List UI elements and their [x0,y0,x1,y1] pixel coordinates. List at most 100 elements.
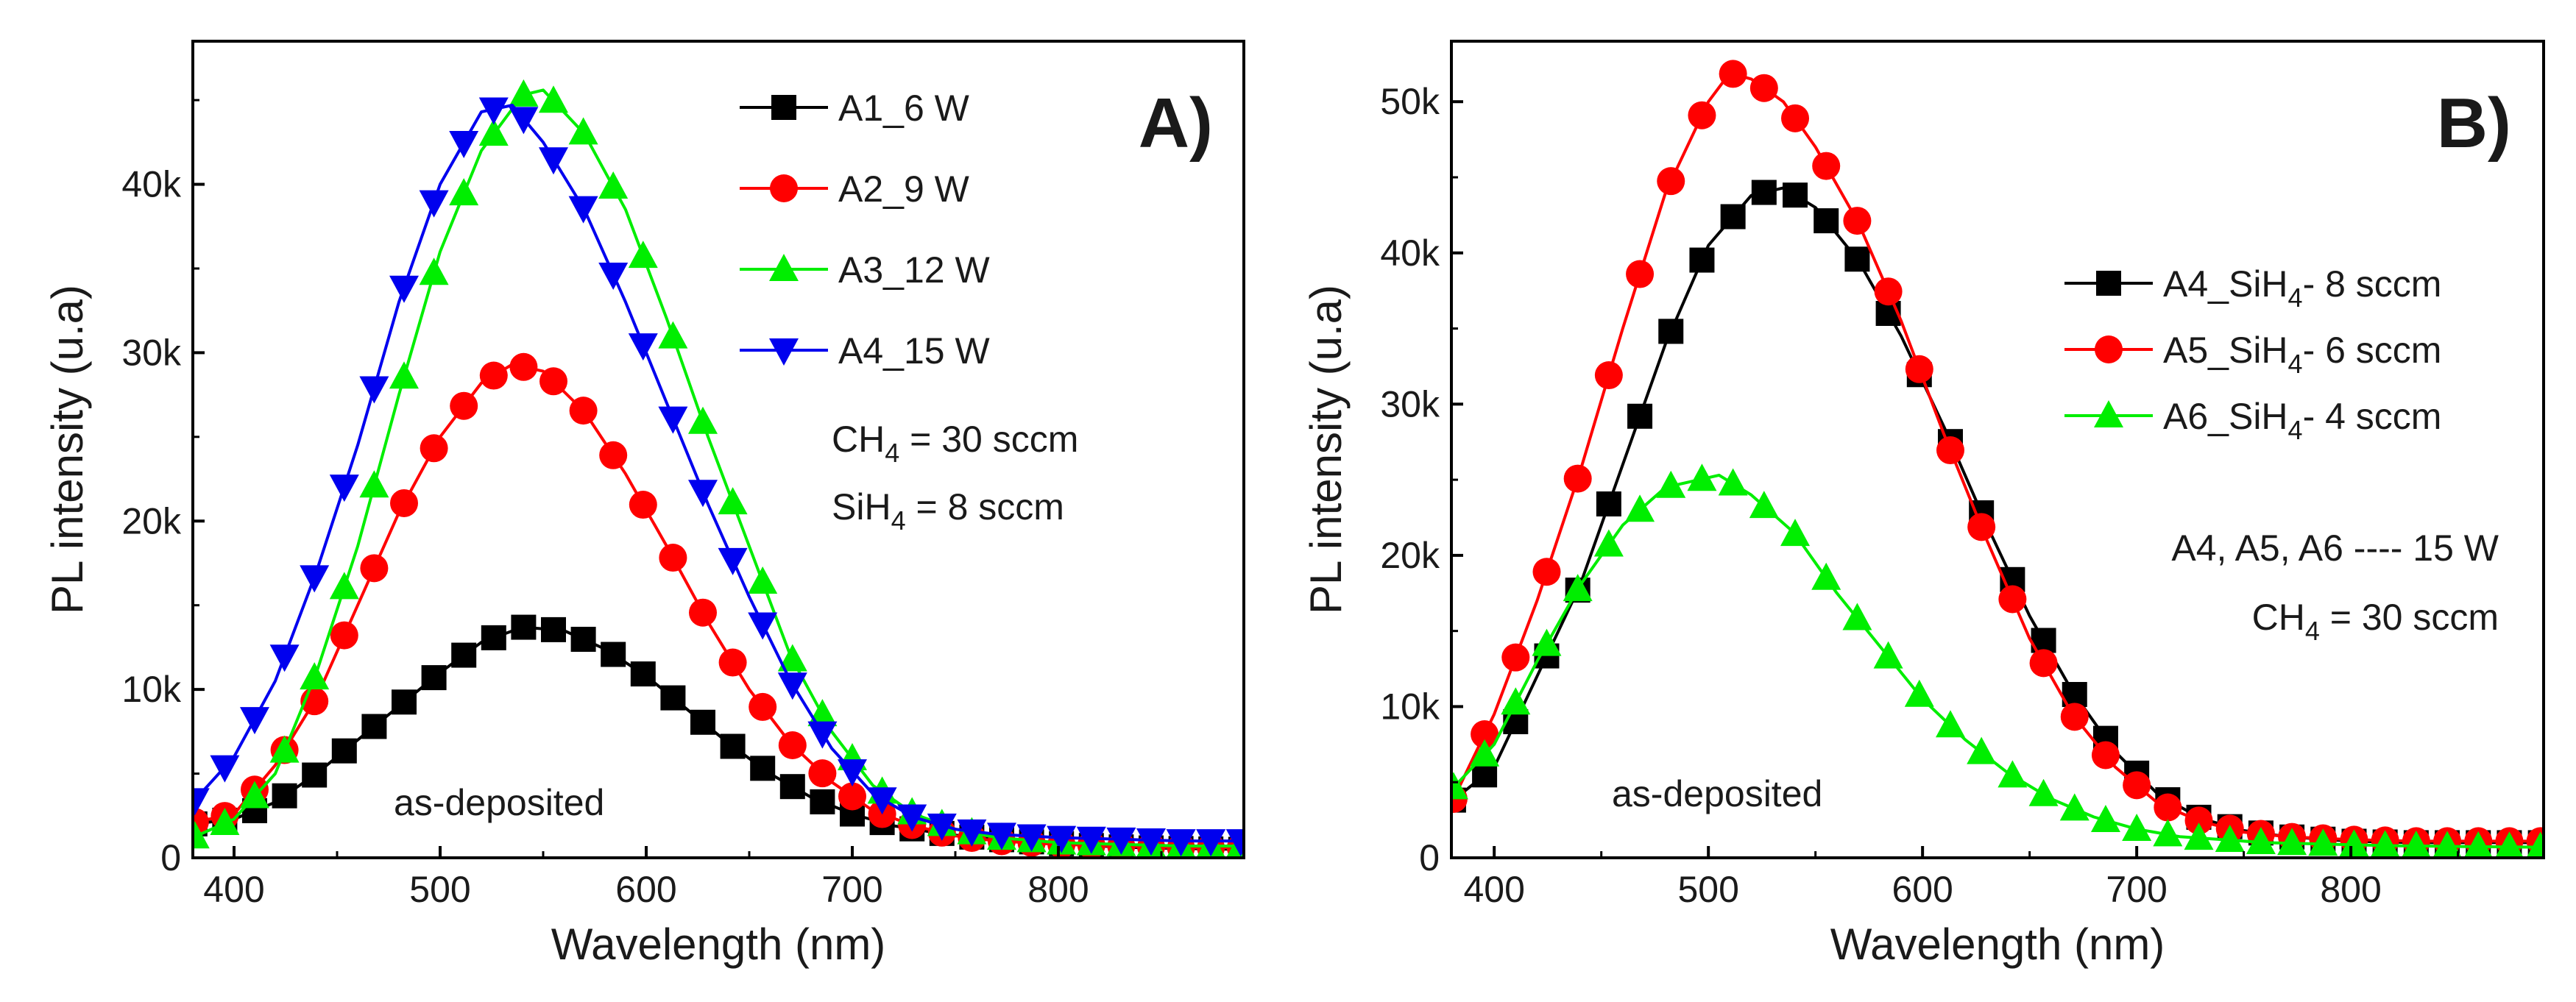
legend-item: A4_SiH4- 8 sccm [2064,263,2441,313]
data-point [748,566,778,594]
data-point [777,644,807,672]
data-point [2370,830,2400,858]
data-point [2123,771,2151,800]
data-point [927,813,957,841]
data-point [2401,830,2431,858]
x-tick-label: 400 [203,869,264,910]
series-line [193,625,1244,851]
data-point [601,642,626,667]
data-point [481,625,506,650]
data-point [541,617,566,642]
data-point [300,662,330,690]
data-point [808,759,837,788]
data-point [2308,828,2338,856]
data-point [2184,822,2214,850]
data-point [2184,806,2213,835]
data-point [598,171,629,199]
data-point [389,275,419,303]
data-point [419,190,449,218]
data-point [392,689,417,715]
x-tick-label: 500 [1677,869,1738,910]
data-point [359,376,389,404]
x-tick-label: 700 [2106,869,2167,910]
data-point [1842,603,1872,630]
series-line [1451,71,2544,843]
data-point [867,787,897,815]
x-tick-label: 800 [1027,869,1089,910]
data-point [1687,463,1717,491]
data-point [1472,762,1498,788]
chart-panel-a: 400 500 600 700 800 0 10k 20k 30k 40k Wavelength (… [43,40,1245,969]
data-point [2153,819,2183,847]
data-point [272,783,297,809]
data-point [807,721,838,749]
data-point [838,759,867,787]
data-point [1780,519,1811,547]
data-point [449,130,479,158]
data-point [568,196,598,224]
data-point [2526,831,2544,858]
data-point [897,804,927,832]
data-point [450,391,478,420]
legend-item: A4_15 W [740,330,990,372]
data-point [1136,828,1166,856]
data-point [688,480,718,508]
data-point [718,487,748,515]
data-point [2059,793,2090,821]
data-point [210,808,240,836]
data-point [1998,760,2028,788]
data-point [1563,574,1593,602]
data-point [718,547,748,575]
data-point [599,441,628,469]
data-point [1470,739,1500,767]
data-point [1936,436,1964,465]
data-point [1967,513,1996,541]
data-point [449,178,479,206]
data-point [690,709,715,735]
data-point [748,612,778,640]
data-point [509,107,539,135]
legend-marker [2095,335,2123,363]
data-point [568,117,598,145]
y-tick-label: 20k [1380,535,1440,576]
plot-area [193,79,1244,858]
data-point [2215,825,2245,853]
data-point [269,735,300,763]
legend-label: A6_SiH4- 4 sccm [2163,396,2441,445]
data-point [628,333,658,361]
data-point [777,672,807,700]
data-point [1626,260,1655,288]
data-point [629,491,657,519]
data-point [269,644,300,672]
data-point [630,661,656,687]
legend-marker [769,254,799,281]
data-point [479,361,508,390]
data-point [1967,736,1997,764]
data-point [193,788,210,816]
data-point [659,544,687,572]
data-point [1904,679,1934,707]
data-point [1047,825,1077,853]
y-tick-label: 30k [1380,383,1440,424]
data-point [957,819,987,847]
data-point [1688,101,1716,129]
data-point [1627,403,1653,429]
data-point [2495,831,2524,858]
data-point [1196,829,1226,857]
data-point [1783,182,1808,208]
data-point [1563,464,1592,493]
plot-area [1451,60,2544,858]
data-point [660,685,686,711]
series-A1_6 W [193,614,1244,858]
data-point [210,755,240,783]
legend: A4_SiH4- 8 sccm A5_SiH4- 6 sccm A6_SiH4- 4… [2064,263,2441,445]
x-tick-label: 600 [1892,869,1953,910]
data-point [511,614,537,640]
data-point [1225,829,1244,857]
y-tick-label: 0 [160,837,181,878]
series-line [1451,473,2544,849]
annotation: SiH4 = 8 sccm [832,486,1064,536]
legend-marker [2094,400,2123,427]
data-point [2277,828,2307,856]
data-point [451,642,477,668]
